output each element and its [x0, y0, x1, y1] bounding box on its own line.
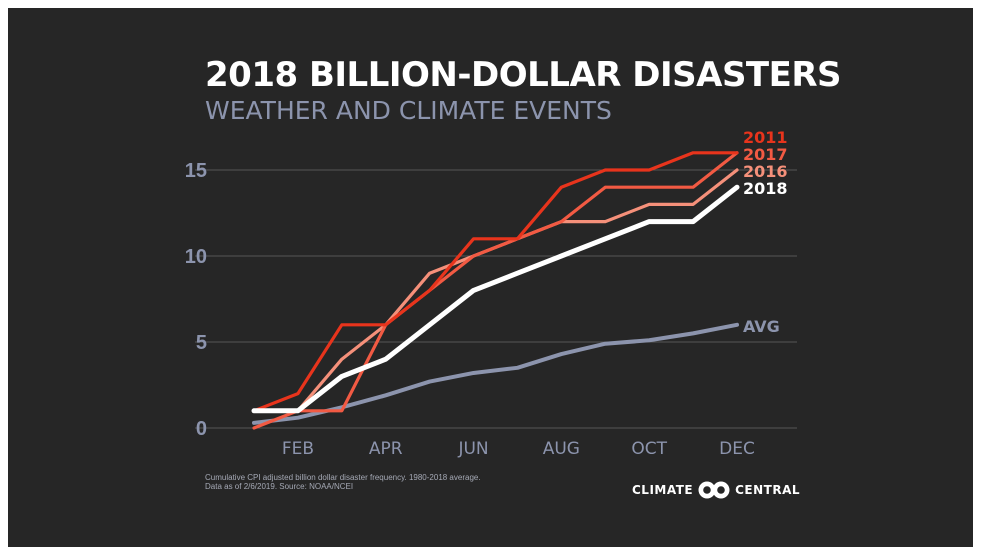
y-tick-label: 0 [196, 418, 207, 440]
y-tick-label: 10 [185, 246, 207, 268]
climate-central-logo-icon [698, 481, 730, 499]
brand-logo: CLIMATE CENTRAL [632, 479, 800, 501]
series-lines [251, 151, 740, 430]
chart-title: 2018 BILLION-DOLLAR DISASTERS [205, 55, 842, 95]
series-line-2011 [252, 151, 739, 413]
brand-word-central: CENTRAL [735, 483, 801, 497]
series-line-2016 [252, 168, 739, 413]
grid-lines [195, 169, 797, 429]
series-line-2018 [251, 184, 740, 414]
y-axis-ticks: 0 5 10 15 [185, 160, 207, 440]
x-tick-label: DEC [719, 439, 755, 459]
series-label-2011: 2011 [743, 128, 788, 147]
x-axis-ticks: FEB APR JUN AUG OCT DEC [282, 439, 755, 459]
series-label-2018: 2018 [743, 179, 788, 198]
chart-subtitle: WEATHER AND CLIMATE EVENTS [205, 96, 612, 125]
footnote: Cumulative CPI adjusted billion dollar d… [205, 473, 481, 491]
x-tick-label: FEB [282, 439, 314, 459]
y-tick-label: 5 [196, 332, 207, 354]
x-tick-label: JUN [457, 439, 488, 459]
footnote-line-2: Data as of 2/6/2019. Source: NOAA/NCEI [205, 482, 354, 491]
x-tick-label: OCT [631, 439, 667, 459]
x-tick-label: APR [369, 439, 403, 459]
series-line-2017 [252, 151, 739, 430]
series-line-avg [252, 322, 739, 425]
footnote-line-1: Cumulative CPI adjusted billion dollar d… [205, 473, 481, 482]
series-label-2017: 2017 [743, 145, 788, 164]
chart-panel [8, 8, 973, 547]
x-tick-label: AUG [543, 439, 580, 459]
y-tick-label: 15 [185, 160, 207, 182]
series-label-2016: 2016 [743, 162, 788, 181]
brand-word-climate: CLIMATE [632, 483, 694, 497]
series-label-avg: AVG [743, 317, 780, 336]
